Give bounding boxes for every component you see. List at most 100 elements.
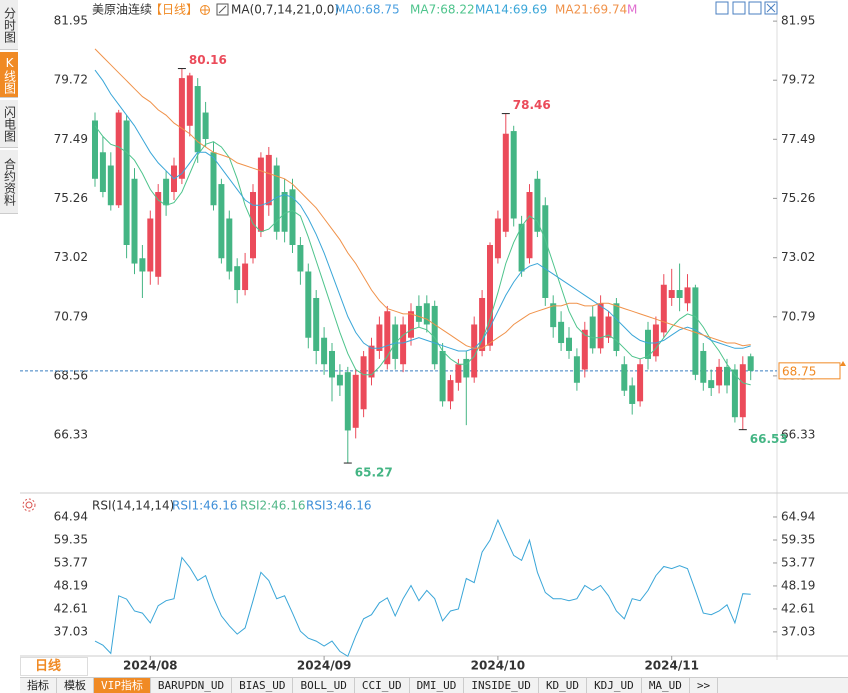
rsi-settings-icon[interactable] — [22, 498, 36, 512]
y-tick-label: 75.26 — [54, 191, 88, 205]
rsi-legend: RSI2:46.16 — [240, 499, 306, 513]
candle-body — [123, 120, 130, 245]
y-tick-label: 59.35 — [781, 532, 815, 546]
candle-body — [668, 290, 675, 298]
candle-body — [447, 380, 454, 402]
settings-icon[interactable] — [216, 3, 229, 16]
candle-body — [92, 120, 98, 179]
icon[interactable] — [764, 1, 778, 15]
y-tick-label: 42.61 — [781, 601, 815, 615]
period-selector[interactable]: 日线 — [20, 657, 88, 676]
indicator-tab[interactable]: MA_UD — [642, 678, 690, 693]
candle-body — [234, 266, 241, 291]
candle-body — [676, 290, 683, 298]
candle-body — [534, 178, 541, 232]
candle-body — [344, 372, 351, 431]
indicator-label: MA(0,7,14,21,0,0) — [231, 3, 339, 17]
candle-body — [731, 369, 738, 418]
candle-body — [597, 303, 604, 349]
candle-body — [471, 324, 478, 378]
indicator-tab[interactable]: 指标 — [20, 678, 57, 693]
y-tick-label: 70.79 — [54, 309, 88, 323]
indicator-tab[interactable]: VIP指标 — [94, 678, 151, 693]
candle-body — [621, 364, 628, 391]
candle-body — [194, 86, 201, 153]
icon[interactable] — [732, 1, 746, 15]
ma-line — [94, 69, 751, 352]
y-tick-label: 75.26 — [781, 191, 815, 205]
candle-body — [479, 297, 486, 351]
candle-body — [566, 337, 572, 351]
indicator-tab[interactable]: CCI_UD — [355, 678, 410, 693]
candle-body — [202, 112, 209, 140]
candle-body — [637, 364, 644, 402]
candle-body — [415, 305, 422, 322]
candle-body — [487, 245, 493, 346]
candle-body — [502, 133, 509, 232]
y-tick-label: 79.72 — [781, 73, 815, 87]
icon[interactable] — [748, 1, 762, 15]
x-tick-label: 2024/08 — [123, 659, 177, 673]
candle-body — [708, 380, 715, 389]
icon[interactable] — [715, 1, 729, 15]
indicator-tab[interactable]: BOLL_UD — [293, 678, 355, 693]
indicator-tab[interactable]: INSIDE_UD — [464, 678, 539, 693]
candle-body — [463, 358, 470, 378]
candle-body — [218, 184, 225, 259]
side-tab[interactable]: 闪电图 — [0, 100, 18, 148]
candle-body — [700, 350, 707, 383]
candle-body — [163, 178, 170, 206]
price-arrow — [840, 361, 846, 366]
extreme-label: 66.53 — [750, 432, 788, 446]
candle-body — [510, 131, 517, 219]
candle-body — [518, 223, 525, 272]
side-tab[interactable]: 合约资料 — [0, 150, 18, 214]
candle-body — [257, 157, 264, 232]
x-tick-label: 2024/10 — [471, 659, 525, 673]
ma-legend: MA21:69.74 — [555, 3, 627, 17]
side-tab[interactable]: K线图 — [0, 52, 18, 98]
y-tick-label: 53.77 — [54, 555, 88, 569]
candle-body — [186, 75, 193, 126]
indicator-tab[interactable]: >> — [690, 678, 719, 693]
side-tab[interactable]: 分时图 — [0, 0, 18, 50]
candle-body — [131, 178, 138, 264]
window-icons — [715, 1, 778, 15]
last-price-box — [778, 362, 841, 380]
candle-body — [265, 154, 272, 206]
y-tick-label: 37.03 — [54, 624, 88, 638]
y-tick-label: 53.77 — [781, 555, 815, 569]
rsi-title: RSI(14,14,14) — [92, 499, 174, 513]
icon — [25, 501, 33, 509]
indicator-tab[interactable]: KD_UD — [539, 678, 588, 693]
candle-body — [716, 366, 723, 386]
y-tick-label: 37.03 — [781, 624, 815, 638]
candle-body — [747, 356, 754, 371]
candle-body — [692, 287, 699, 375]
candle-body — [573, 356, 580, 383]
indicator-tab[interactable]: KDJ_UD — [587, 678, 642, 693]
candle-body — [400, 324, 407, 365]
candle-body — [739, 364, 746, 418]
candle-body — [273, 165, 280, 232]
y-tick-label: 48.19 — [54, 578, 88, 592]
candle-body — [494, 218, 501, 259]
ma-line — [94, 48, 751, 349]
candle-body — [226, 218, 233, 272]
indicator-tab[interactable]: DMI_UD — [410, 678, 465, 693]
candle-body — [652, 324, 659, 357]
candle-body — [605, 316, 612, 338]
x-tick-label: 2024/11 — [644, 659, 698, 673]
ma-legend: MA7:68.22 — [410, 3, 475, 17]
indicator-tab[interactable]: 模板 — [57, 678, 94, 693]
candle-body — [360, 356, 367, 410]
icon — [22, 498, 36, 512]
candle-body — [305, 271, 312, 338]
indicator-tab[interactable]: BARUPDN_UD — [151, 678, 233, 693]
indicator-tab[interactable]: BIAS_UD — [232, 678, 294, 693]
y-tick-label: 73.02 — [54, 250, 88, 264]
y-tick-label: 59.35 — [54, 532, 88, 546]
candle-body — [392, 324, 399, 359]
y-tick-label: 79.72 — [54, 73, 88, 87]
